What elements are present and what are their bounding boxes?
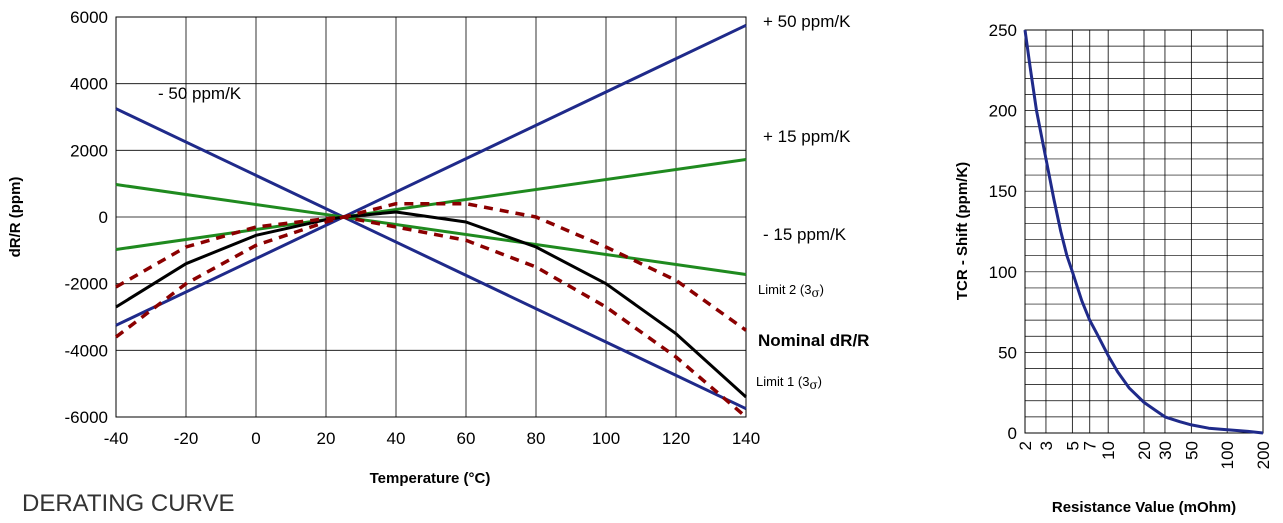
left-series-15-ppm-k (115, 183, 747, 276)
left-x-tick-8: 120 (662, 429, 690, 448)
left-y-axis-title: dR/R (ppm) (7, 177, 24, 258)
right-y-tick-2: 150 (989, 182, 1017, 201)
left-chart: -40 -20 0 20 40 60 80 100 120 140 6000 4000 2000 0 -2… (7, 8, 869, 487)
right-x-tick-2: 5 (1063, 441, 1082, 450)
right-x-tick-6: 30 (1156, 441, 1175, 460)
left-x-tick-7: 100 (592, 429, 620, 448)
left-x-tick-labels: -40 -20 0 20 40 60 80 100 120 140 (104, 429, 760, 448)
left-y-tick-1: 4000 (70, 75, 108, 94)
left-x-tick-5: 60 (457, 429, 476, 448)
left-x-tick-0: -40 (104, 429, 129, 448)
left-series-group (114, 23, 748, 419)
right-x-tick-1: 3 (1037, 441, 1056, 450)
right-x-tick-4: 10 (1099, 441, 1118, 460)
left-y-tick-labels: 6000 4000 2000 0 -2000 -4000 -6000 (65, 8, 108, 427)
left-x-tick-2: 0 (251, 429, 260, 448)
right-x-tick-7: 50 (1182, 441, 1201, 460)
left-series-nominal-dr-r (115, 210, 748, 399)
left-series-50-ppm-k (115, 107, 747, 411)
figure-caption: DERATING CURVE (22, 490, 235, 517)
left-x-tick-9: 140 (732, 429, 760, 448)
right-y-tick-3: 100 (989, 263, 1017, 282)
right-x-tick-3: 7 (1081, 441, 1100, 450)
left-y-tick-5: -4000 (65, 341, 108, 360)
label-plus-50: + 50 ppm/K (763, 12, 851, 31)
right-y-tick-0: 250 (989, 21, 1017, 40)
left-y-tick-4: -2000 (65, 275, 108, 294)
right-series-tcr-shift (1023, 29, 1264, 435)
right-y-tick-5: 0 (1008, 424, 1017, 443)
label-limit-2: Limit 2 (3σ) (758, 282, 824, 300)
right-chart: 2 3 57 10 20 30 50 100 200 250 200 150 100 50 0 Resis… (954, 21, 1273, 516)
left-x-axis-title: Temperature (°C) (370, 470, 491, 487)
right-series-group (1023, 29, 1264, 435)
left-x-tick-6: 80 (527, 429, 546, 448)
right-y-axis-title: TCR - Shift (ppm/K) (954, 162, 971, 300)
left-y-tick-6: -6000 (65, 408, 108, 427)
right-x-tick-0: 2 (1016, 441, 1035, 450)
left-x-tick-4: 40 (387, 429, 406, 448)
right-x-axis-title: Resistance Value (mOhm) (1052, 499, 1236, 516)
right-grid (1024, 29, 1264, 434)
left-series-50-ppm-k (115, 23, 747, 327)
right-x-tick-labels: 2 3 57 10 20 30 50 100 200 (1016, 441, 1273, 469)
label-minus-15: - 15 ppm/K (763, 225, 847, 244)
left-series-limit-1-3 (114, 215, 748, 419)
left-series-limit-2-3 (115, 201, 748, 332)
right-y-tick-1: 200 (989, 102, 1017, 121)
right-y-tick-labels: 250 200 150 100 50 0 (989, 21, 1017, 443)
left-grid (115, 16, 747, 418)
left-x-tick-1: -20 (174, 429, 199, 448)
label-nominal: Nominal dR/R (758, 331, 869, 350)
label-limit-1: Limit 1 (3σ) (756, 374, 822, 392)
label-minus-50: - 50 ppm/K (158, 84, 242, 103)
left-y-tick-3: 0 (99, 208, 108, 227)
left-x-tick-3: 20 (317, 429, 336, 448)
label-plus-15: + 15 ppm/K (763, 127, 851, 146)
right-y-tick-4: 50 (998, 343, 1017, 362)
right-x-tick-8: 100 (1218, 441, 1237, 469)
right-x-tick-5: 20 (1135, 441, 1154, 460)
left-series-15-ppm-k (115, 158, 747, 251)
right-x-tick-9: 200 (1254, 441, 1273, 469)
left-y-tick-2: 2000 (70, 141, 108, 160)
left-y-tick-0: 6000 (70, 8, 108, 27)
